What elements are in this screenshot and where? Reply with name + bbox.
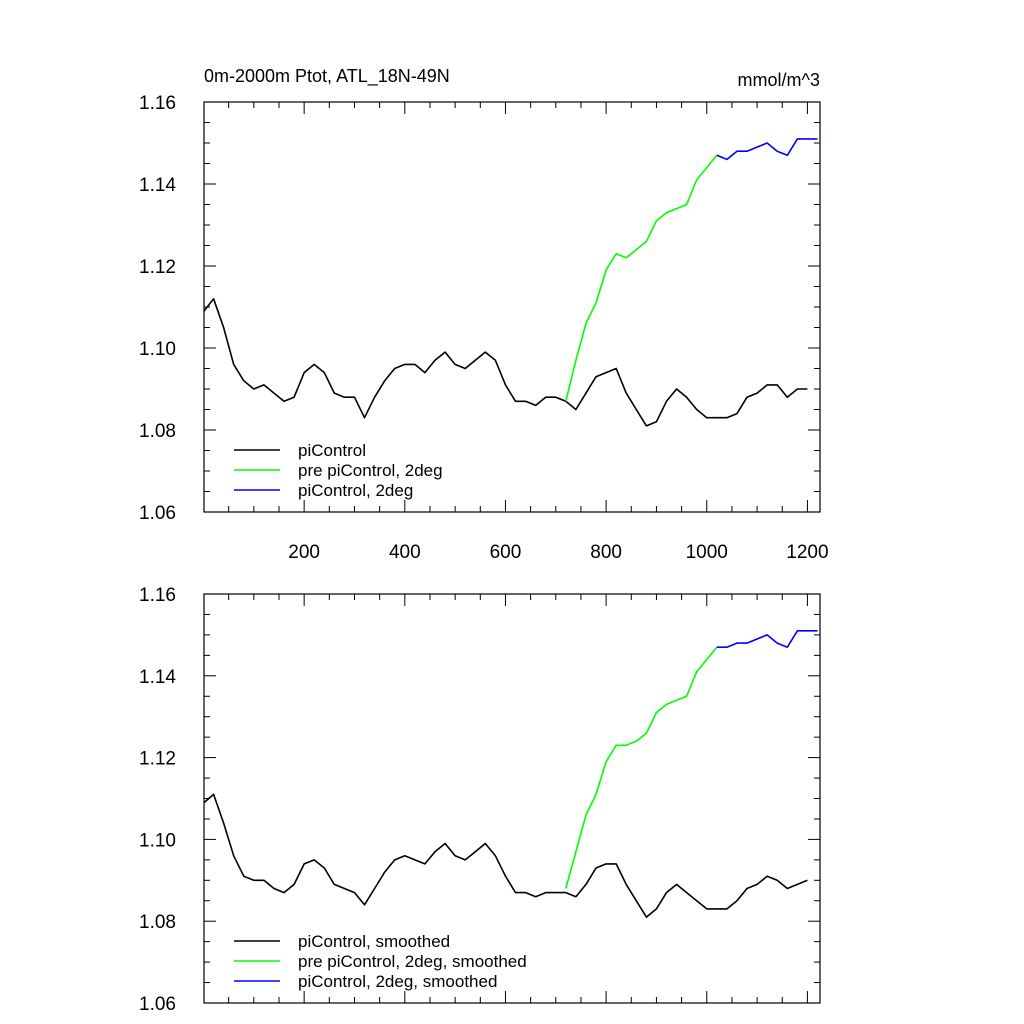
legend-label: piControl, 2deg [298, 481, 413, 500]
legend-label: piControl [298, 441, 366, 460]
bottom-panel: 1.06 1.08 1.10 1.12 1.14 1.16 piControl, smoot… [139, 585, 821, 1015]
series-line [565, 646, 718, 889]
series-line [716, 629, 818, 649]
y-tick-label: 1.10 [139, 830, 176, 851]
y-tick-label: 1.16 [139, 585, 176, 606]
y-tick-label: 1.08 [139, 421, 176, 442]
chart-title: 0m-2000m Ptot, ATL_18N-49N [204, 66, 450, 87]
y-tick-label: 1.14 [139, 175, 176, 196]
series-line [203, 793, 808, 918]
x-tick-label: 200 [288, 542, 320, 563]
legend-label: piControl, 2deg, smoothed [298, 972, 497, 991]
units-label: mmol/m^3 [738, 70, 820, 90]
y-tick-label: 1.12 [139, 749, 176, 770]
x-tick-label: 400 [389, 542, 421, 563]
y-tick-label: 1.08 [139, 912, 176, 933]
y-tick-label: 1.16 [139, 93, 176, 114]
y-tick-label: 1.14 [139, 667, 176, 688]
x-tick-label: 600 [490, 542, 522, 563]
y-tick-label: 1.06 [139, 503, 176, 524]
plot-frame [203, 101, 821, 513]
x-tick-label: 1000 [686, 542, 728, 563]
x-tick-label: 1200 [786, 542, 828, 563]
legend-label: piControl, smoothed [298, 932, 450, 951]
x-tick-label: 800 [590, 542, 622, 563]
y-tick-label: 1.10 [139, 339, 176, 360]
series-line [565, 154, 718, 402]
legend-label: pre piControl, 2deg, smoothed [298, 952, 527, 971]
series-line [716, 138, 818, 161]
y-tick-label: 1.06 [139, 994, 176, 1015]
top-panel: 1.06 1.08 1.10 1.12 1.14 1.16 200 400 600 800 1000… [139, 93, 829, 563]
series-line [203, 297, 808, 427]
y-tick-label: 1.12 [139, 257, 176, 278]
plot-frame [203, 593, 821, 1004]
legend-label: pre piControl, 2deg [298, 461, 443, 480]
